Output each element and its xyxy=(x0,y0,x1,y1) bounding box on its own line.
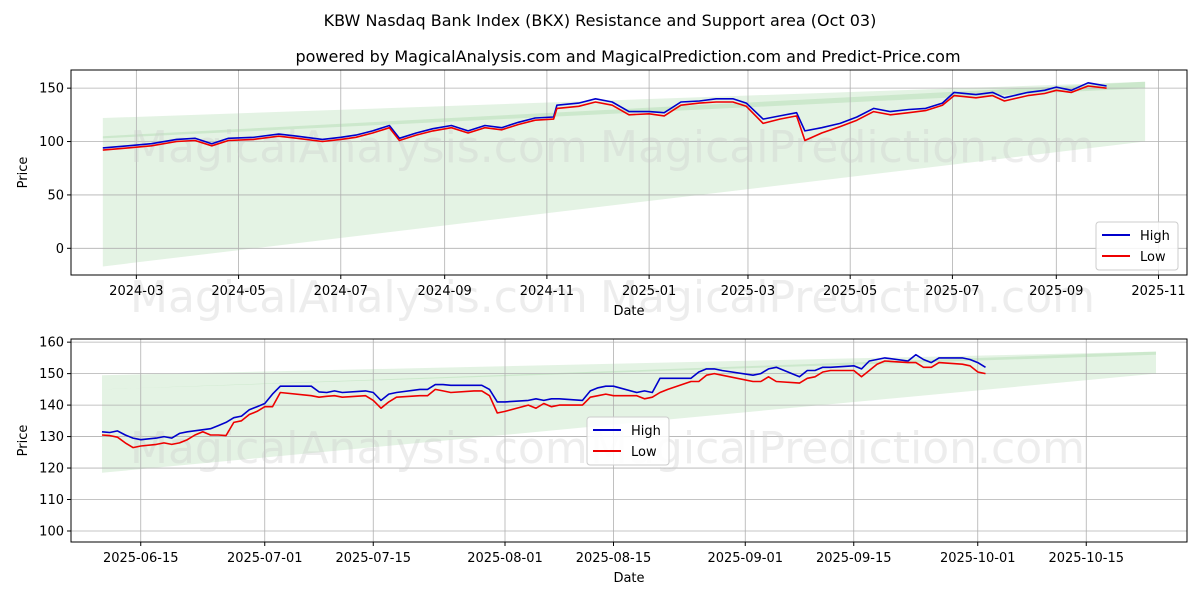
bottom-panel: MagicalAnalysis.com MagicalPrediction.com… xyxy=(16,336,1188,586)
x-tick-label: 2025-05 xyxy=(823,284,877,299)
x-tick-label: 2025-10-01 xyxy=(940,551,1016,566)
chart-title: KBW Nasdaq Bank Index (BKX) Resistance a… xyxy=(324,11,877,30)
series-group xyxy=(102,82,1107,151)
x-tick-label: 2025-07 xyxy=(925,284,979,299)
legend-label-high: High xyxy=(631,424,661,439)
x-tick-label: 2024-03 xyxy=(109,284,163,299)
y-tick-label: 120 xyxy=(39,462,64,477)
series-line-low xyxy=(102,85,1107,151)
chart-subtitle: powered by MagicalAnalysis.com and Magic… xyxy=(295,47,960,66)
support-band xyxy=(102,351,1156,473)
axes-frame xyxy=(70,338,1188,543)
x-tick-label: 2024-07 xyxy=(314,284,368,299)
watermark: MagicalAnalysis.com xyxy=(130,122,588,173)
legend-label-low: Low xyxy=(631,445,657,460)
series-group xyxy=(101,353,986,449)
watermark: MagicalAnalysis.com xyxy=(130,423,588,474)
grid xyxy=(71,339,1187,542)
x-tick-label: 2024-11 xyxy=(520,284,574,299)
x-tick-label: 2024-09 xyxy=(418,284,472,299)
series-line-high xyxy=(101,353,986,441)
y-tick-label: 110 xyxy=(39,493,64,508)
series-line-high xyxy=(102,82,1107,149)
x-tick-label: 2025-07-15 xyxy=(335,551,411,566)
band-group xyxy=(102,81,1146,267)
y-tick-label: 130 xyxy=(39,430,64,445)
x-tick-label: 2025-08-01 xyxy=(467,551,543,566)
watermark: MagicalPrediction.com xyxy=(590,423,1085,474)
x-axis-label: Date xyxy=(613,571,644,586)
y-axis-label: Price xyxy=(16,425,31,457)
watermark: MagicalPrediction.com xyxy=(600,122,1095,173)
y-tick-label: 150 xyxy=(39,82,64,97)
watermark: MagicalPrediction.com xyxy=(600,272,1095,323)
x-tick-label: 2025-07-01 xyxy=(227,551,303,566)
x-tick-label: 2025-06-15 xyxy=(103,551,179,566)
y-tick-label: 50 xyxy=(47,188,64,203)
y-tick-label: 0 xyxy=(56,242,64,257)
x-tick-label: 2025-03 xyxy=(721,284,775,299)
legend: High Low xyxy=(586,416,670,466)
legend-label-low: Low xyxy=(1140,250,1166,265)
legend-label-high: High xyxy=(1140,229,1170,244)
x-tick-label: 2025-01 xyxy=(622,284,676,299)
resistance-band xyxy=(102,81,1146,139)
top-panel: MagicalAnalysis.com MagicalPrediction.com… xyxy=(16,69,1188,323)
y-tick-label: 160 xyxy=(39,336,64,351)
x-tick-label: 2025-09-01 xyxy=(707,551,783,566)
y-tick-label: 100 xyxy=(39,524,64,539)
x-tick-label: 2025-08-15 xyxy=(576,551,652,566)
support-band xyxy=(102,81,1146,267)
legend: High Low xyxy=(1095,221,1179,271)
axes-frame xyxy=(70,69,1188,276)
grid xyxy=(71,70,1187,275)
y-tick-label: 150 xyxy=(39,367,64,382)
y-tick-label: 100 xyxy=(39,135,64,150)
x-tick-label: 2025-09 xyxy=(1029,284,1083,299)
watermark: MagicalAnalysis.com xyxy=(130,272,588,323)
x-tick-label: 2025-09-15 xyxy=(816,551,892,566)
y-tick-label: 140 xyxy=(39,399,64,414)
x-tick-label: 2025-11 xyxy=(1131,284,1185,299)
x-tick-label: 2025-10-15 xyxy=(1048,551,1124,566)
y-axis-label: Price xyxy=(16,157,31,189)
x-tick-label: 2024-05 xyxy=(211,284,265,299)
series-line-low xyxy=(101,360,986,449)
x-axis-label: Date xyxy=(613,304,644,319)
